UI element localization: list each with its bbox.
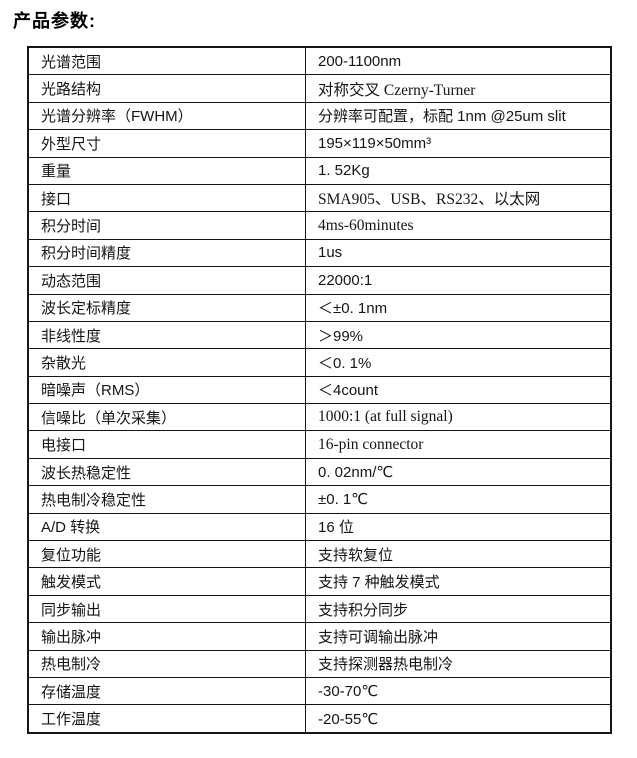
spec-label: 热电制冷: [27, 649, 306, 678]
spec-label: 热电制冷稳定性: [27, 485, 306, 514]
spec-value: ＞99%: [305, 320, 612, 350]
spec-label: 信噪比（单次采集）: [27, 403, 306, 432]
table-row: 复位功能 支持软复位: [27, 540, 612, 569]
spec-label: 重量: [27, 156, 306, 185]
spec-label: 积分时间: [27, 211, 306, 240]
spec-value: 对称交叉 Czerny-Turner: [305, 74, 612, 103]
spec-label: 存储温度: [27, 676, 306, 706]
spec-label: 触发模式: [27, 567, 306, 596]
table-row: 同步输出 支持积分同步: [27, 594, 612, 624]
spec-label: 工作温度: [27, 704, 306, 734]
table-row: 接口 SMA905、USB、RS232、以太网: [27, 183, 612, 213]
spec-value: 支持软复位: [305, 540, 612, 569]
table-row: 积分时间精度 1us: [27, 238, 612, 268]
table-row: 动态范围 22000:1: [27, 266, 612, 295]
table-row: 电接口 16-pin connector: [27, 430, 612, 459]
spec-label: 波长热稳定性: [27, 457, 306, 487]
spec-value: ±0. 1℃: [305, 485, 612, 514]
table-row: 杂散光 ＜0. 1%: [27, 348, 612, 377]
spec-label: 杂散光: [27, 348, 306, 377]
table-row: 信噪比（单次采集） 1000:1 (at full signal): [27, 403, 612, 432]
spec-label: 暗噪声（RMS）: [27, 375, 306, 405]
spec-value: -30-70℃: [305, 676, 612, 706]
table-row: 波长热稳定性 0. 02nm/℃: [27, 457, 612, 487]
spec-value: 1000:1 (at full signal): [305, 403, 612, 432]
table-row: 存储温度 -30-70℃: [27, 676, 612, 706]
spec-value: 16-pin connector: [305, 430, 612, 459]
spec-value: ＜4count: [305, 375, 612, 405]
spec-value: 22000:1: [305, 266, 612, 295]
spec-value: 0. 02nm/℃: [305, 457, 612, 487]
spec-label: 外型尺寸: [27, 129, 306, 158]
spec-label: 波长定标精度: [27, 293, 306, 322]
table-row: 重量 1. 52Kg: [27, 156, 612, 185]
table-row: 触发模式 支持 7 种触发模式: [27, 567, 612, 596]
table-row: 热电制冷 支持探测器热电制冷: [27, 649, 612, 678]
table-row: 光路结构 对称交叉 Czerny-Turner: [27, 74, 612, 103]
spec-value: 分辨率可配置，标配 1nm @25um slit: [305, 101, 612, 131]
spec-label: 接口: [27, 183, 306, 213]
page-title: 产品参数:: [13, 11, 96, 31]
spec-value: SMA905、USB、RS232、以太网: [305, 183, 612, 213]
product-spec-table: 光谱范围 200-1100nm 光路结构 对称交叉 Czerny-Turner 光谱分辨…: [27, 46, 612, 734]
spec-value: 195×119×50mm³: [305, 129, 612, 158]
spec-value: 1. 52Kg: [305, 156, 612, 185]
spec-value: 1us: [305, 238, 612, 268]
table-row: 光谱范围 200-1100nm: [27, 46, 612, 76]
spec-label: 电接口: [27, 430, 306, 459]
spec-label: 输出脉冲: [27, 622, 306, 651]
table-row: 非线性度 ＞99%: [27, 320, 612, 350]
spec-value: ＜0. 1%: [305, 348, 612, 377]
spec-value: ＜±0. 1nm: [305, 293, 612, 322]
table-row: A/D 转换 16 位: [27, 512, 612, 542]
table-row: 积分时间 4ms-60minutes: [27, 211, 612, 240]
spec-value: 4ms-60minutes: [305, 211, 612, 240]
spec-value: 16 位: [305, 512, 612, 542]
spec-value: -20-55℃: [305, 704, 612, 734]
table-row: 输出脉冲 支持可调输出脉冲: [27, 622, 612, 651]
table-row: 外型尺寸 195×119×50mm³: [27, 129, 612, 158]
spec-value: 200-1100nm: [305, 46, 612, 76]
spec-label: 光路结构: [27, 74, 306, 103]
spec-value: 支持探测器热电制冷: [305, 649, 612, 678]
spec-label: 光谱范围: [27, 46, 306, 76]
table-row: 工作温度 -20-55℃: [27, 704, 612, 734]
spec-value: 支持积分同步: [305, 594, 612, 624]
table-row: 热电制冷稳定性 ±0. 1℃: [27, 485, 612, 514]
spec-value: 支持 7 种触发模式: [305, 567, 612, 596]
spec-label: A/D 转换: [27, 512, 306, 542]
table-row: 光谱分辨率（FWHM） 分辨率可配置，标配 1nm @25um slit: [27, 101, 612, 131]
spec-table-body: 光谱范围 200-1100nm 光路结构 对称交叉 Czerny-Turner 光谱分辨…: [27, 46, 612, 734]
spec-label: 光谱分辨率（FWHM）: [27, 101, 306, 131]
table-row: 暗噪声（RMS） ＜4count: [27, 375, 612, 405]
spec-label: 复位功能: [27, 540, 306, 569]
spec-value: 支持可调输出脉冲: [305, 622, 612, 651]
spec-label: 积分时间精度: [27, 238, 306, 268]
spec-label: 同步输出: [27, 594, 306, 624]
table-row: 波长定标精度 ＜±0. 1nm: [27, 293, 612, 322]
spec-label: 动态范围: [27, 266, 306, 295]
spec-label: 非线性度: [27, 320, 306, 350]
